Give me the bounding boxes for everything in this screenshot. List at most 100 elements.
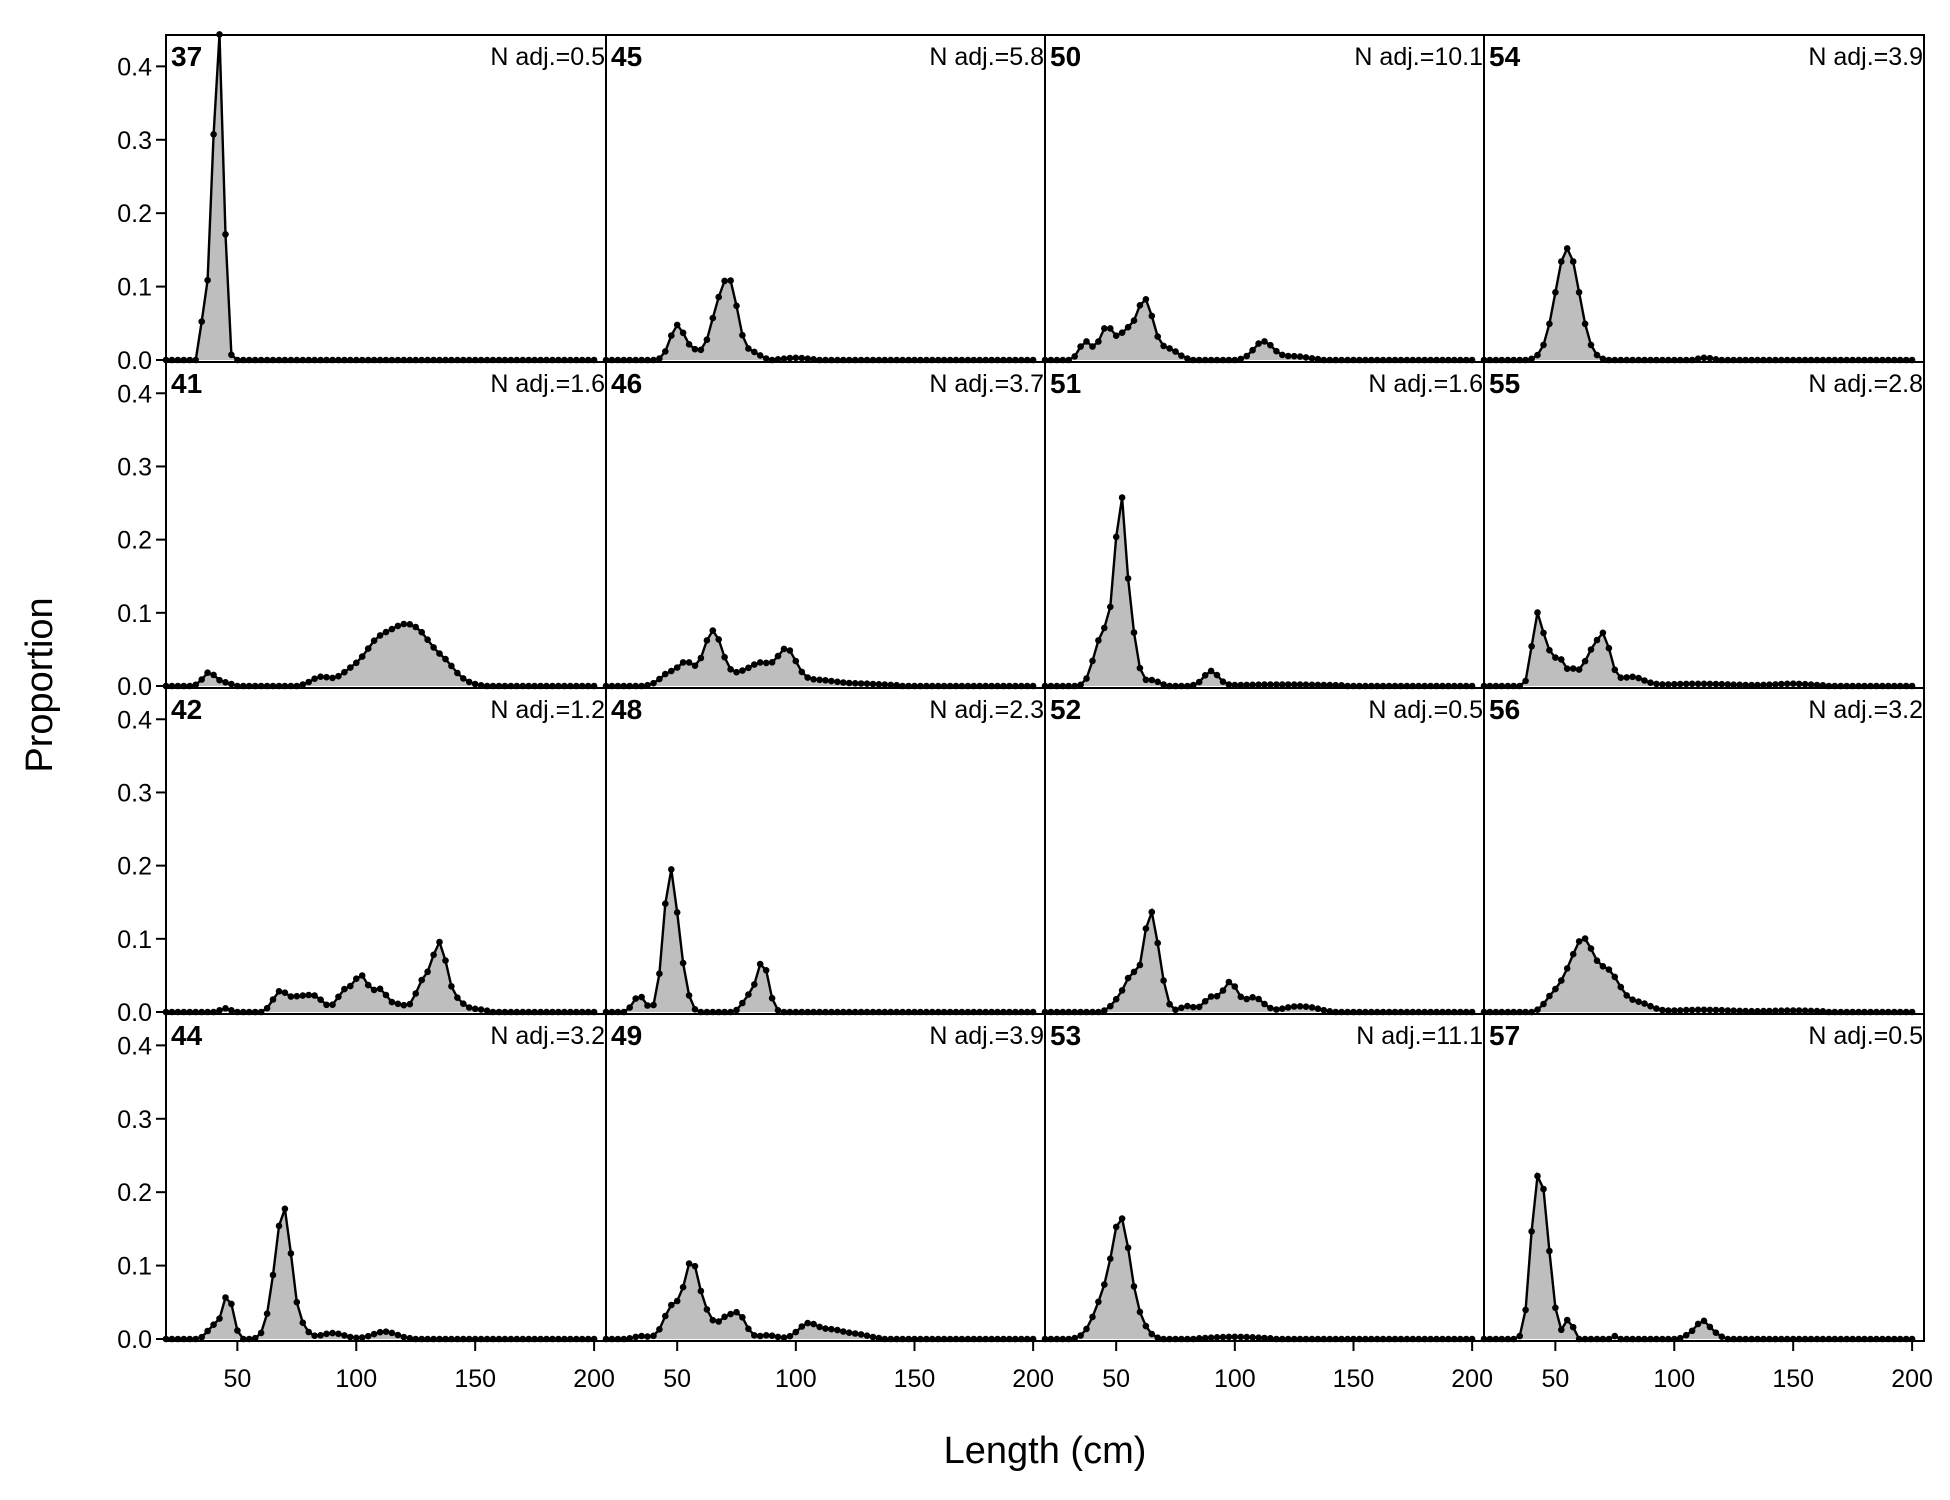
panel-52-area bbox=[1045, 912, 1473, 1012]
panel-56-point-26 bbox=[1635, 998, 1642, 1005]
panel-51-point-19 bbox=[1154, 678, 1161, 686]
panel-48-point-24 bbox=[745, 991, 752, 998]
panel-53-point-9 bbox=[1095, 1298, 1102, 1306]
panel-52-point-15 bbox=[1130, 968, 1138, 976]
panel-45-point-22 bbox=[733, 302, 740, 310]
panel-57-point-9 bbox=[1534, 1172, 1541, 1180]
panel-55-point-29 bbox=[1653, 680, 1660, 688]
panel-55-point-17 bbox=[1581, 657, 1589, 665]
panel-56-point-13 bbox=[1558, 977, 1565, 984]
panel-51-point-15 bbox=[1130, 629, 1138, 636]
panel-53-point-10 bbox=[1101, 1281, 1108, 1288]
panel-53-point-5 bbox=[1071, 1334, 1078, 1342]
panel-52-point-17 bbox=[1142, 925, 1150, 932]
panel-55-point-13 bbox=[1558, 656, 1565, 663]
panel-41-point-7 bbox=[204, 669, 211, 676]
panel-56-point-39 bbox=[1712, 1006, 1720, 1014]
panel-44-point-28 bbox=[329, 1329, 336, 1337]
panel-46-point-21 bbox=[727, 666, 734, 673]
panel-49-point-17 bbox=[703, 1306, 711, 1313]
panel-45-point-21 bbox=[727, 277, 734, 284]
panel-41-area bbox=[166, 624, 595, 686]
panel-41-point-10 bbox=[222, 679, 229, 686]
panel-frame bbox=[605, 361, 1046, 689]
panel-45-point-18 bbox=[709, 314, 717, 322]
panel-52-point-20 bbox=[1160, 977, 1167, 984]
panel-49-point-16 bbox=[697, 1287, 705, 1295]
panel-46-point-7 bbox=[644, 681, 651, 689]
panel-55-point-56 bbox=[1813, 681, 1821, 689]
panel-46-point-28 bbox=[768, 659, 776, 666]
panel-54-area bbox=[1484, 248, 1913, 360]
panel-55-point-28 bbox=[1647, 679, 1654, 686]
panel-51-point-18 bbox=[1148, 676, 1156, 684]
panel-52-point-34 bbox=[1243, 995, 1250, 1003]
panel-55-point-16 bbox=[1575, 666, 1583, 673]
y-tick-label: 0.4 bbox=[117, 380, 152, 408]
panel-49-point-12 bbox=[673, 1297, 681, 1305]
panel-48-point-5 bbox=[632, 995, 639, 1002]
panel-53-point-34 bbox=[1243, 1333, 1250, 1341]
panel-41-point-11 bbox=[228, 680, 235, 688]
panel-54-point-12 bbox=[1552, 289, 1559, 296]
panel-57-point-13 bbox=[1558, 1326, 1565, 1334]
panel-41-point-5 bbox=[192, 681, 199, 689]
panel-48-point-11 bbox=[668, 866, 675, 873]
panel-50-point-40 bbox=[1279, 351, 1286, 359]
panel-48-point-6 bbox=[638, 993, 645, 1001]
panel-48-point-14 bbox=[685, 992, 693, 999]
panel-54-point-9 bbox=[1534, 351, 1541, 359]
panel-37-point-7 bbox=[204, 276, 211, 284]
panel-50-point-45 bbox=[1308, 355, 1316, 362]
panel-42-area bbox=[166, 942, 595, 1012]
panel-52-point-32 bbox=[1231, 983, 1239, 990]
panel-56-point-25 bbox=[1629, 996, 1636, 1003]
panel-52: 52 N adj.=0.5 bbox=[1041, 694, 1483, 1016]
panel-56-point-12 bbox=[1552, 985, 1559, 993]
panel-frame bbox=[1483, 1013, 1925, 1342]
panel-55-point-57 bbox=[1819, 682, 1827, 689]
panel-49-point-13 bbox=[679, 1283, 687, 1291]
panel-56-point-23 bbox=[1617, 983, 1625, 991]
panel-49-point-6 bbox=[638, 1332, 645, 1340]
panel-44-point-38 bbox=[388, 1329, 396, 1337]
panel-50-point-39 bbox=[1273, 347, 1280, 355]
panel-46-point-31 bbox=[786, 647, 794, 654]
panel-56-point-9 bbox=[1534, 1006, 1541, 1013]
panel-53-point-11 bbox=[1107, 1255, 1114, 1262]
panel-50: 50 N adj.=10.1 bbox=[1041, 41, 1483, 364]
panel-46-point-24 bbox=[745, 664, 752, 672]
x-tick-label: 150 bbox=[894, 1365, 936, 1393]
panel-50-point-13 bbox=[1118, 329, 1126, 337]
panel-52-point-24 bbox=[1184, 1002, 1191, 1010]
panel-48-point-4 bbox=[626, 1004, 633, 1011]
panel-50-point-33 bbox=[1237, 355, 1245, 363]
panel-56-point-24 bbox=[1623, 992, 1630, 999]
panel-46-n-adj: N adj.=3.7 bbox=[929, 370, 1044, 398]
panel-56: 56 N adj.=3.2 bbox=[1480, 694, 1923, 1016]
panel-56-point-42 bbox=[1730, 1007, 1737, 1014]
panel-48-point-9 bbox=[656, 970, 663, 977]
panel-41-point-46 bbox=[436, 650, 443, 657]
panel-46-point-46 bbox=[875, 681, 883, 688]
panel-41-point-29 bbox=[335, 672, 342, 680]
panel-51-point-50 bbox=[1338, 682, 1345, 689]
panel-41-point-41 bbox=[406, 621, 414, 628]
panel-53-point-37 bbox=[1261, 1334, 1268, 1342]
panel-45-point-27 bbox=[762, 355, 770, 362]
panel-45: 45 N adj.=5.8 bbox=[602, 41, 1044, 364]
panel-53-point-19 bbox=[1154, 1334, 1161, 1341]
panel-54-label: 54 bbox=[1489, 41, 1521, 72]
panel-56-point-11 bbox=[1546, 992, 1553, 1000]
panel-42-point-41 bbox=[406, 1000, 414, 1008]
panel-42-point-29 bbox=[335, 993, 342, 1001]
panel-45-point-32 bbox=[792, 354, 800, 362]
panel-55-point-21 bbox=[1605, 644, 1613, 652]
panel-42-point-44 bbox=[424, 968, 431, 976]
panel-55-point-38 bbox=[1706, 680, 1714, 688]
panel-49-point-46 bbox=[875, 1334, 883, 1342]
panel-54: 54 N adj.=3.9 bbox=[1480, 41, 1923, 364]
panel-46-point-17 bbox=[703, 637, 711, 644]
panel-42-point-10 bbox=[222, 1005, 229, 1012]
panel-51-point-7 bbox=[1083, 675, 1090, 682]
